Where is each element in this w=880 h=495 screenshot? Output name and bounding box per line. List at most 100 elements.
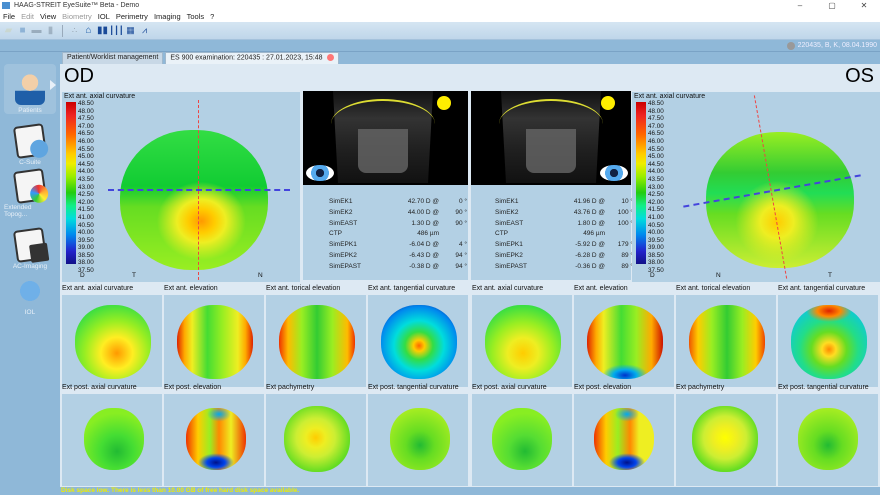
os-main-map-title: Ext ant. axial curvature [634,93,706,100]
od-small-map-post-elevation[interactable]: Ext post. elevation [164,384,264,486]
os-small-map-ant-tangential[interactable]: Ext ant. tangential curvature [778,285,878,387]
menu-help[interactable]: ? [210,12,215,21]
menu-file[interactable]: File [3,12,16,21]
toolbar: ▰ ■ ▬ ▮ ∴ ⌂ ▮▮ ┃┃┃ ▦ ⩘ [0,22,880,40]
delete-icon[interactable]: ▮ [47,25,54,36]
color-scale-labels: 48.50 48.00 47.50 47.00 46.50 46.00 45.50 45.00… [648,100,664,275]
patient-info: 220435, B, K, 08.04.1990 [797,42,877,49]
color-scale [636,102,646,264]
od-small-map-ant-torical-elevation[interactable]: Ext ant. torical elevation [266,285,366,387]
od-axis-horizontal [108,189,290,191]
close-button[interactable]: ✕ [860,1,868,10]
axis-label-right: T [828,272,832,279]
sidebar: Patients C-Suite Extended Topog... AC-Im… [0,52,58,495]
os-small-map-pachymetry[interactable]: Ext pachymetry [676,384,776,486]
os-keratometry-values: SimEK1 41.96 D @10 ° SimEK2 43.76 D @100 °… [495,198,633,270]
od-small-map-post-axial[interactable]: Ext post. axial curvature [62,384,162,486]
os-keratometry-panel: SimEK1 41.96 D @10 ° SimEK2 43.76 D @100 °… [471,185,633,280]
sun-indicator-icon [601,96,615,110]
os-small-map-ant-elevation[interactable]: Ext ant. elevation [574,285,674,387]
sidebar-expand-arrow-icon[interactable] [50,80,56,90]
tab-label: ES 900 examination: 220435 : 27.01.2023,… [170,54,323,62]
close-tab-icon[interactable] [326,54,334,61]
window-title: HAAG-STREIT EyeSuite™ Beta - Demo [14,2,140,9]
od-label: OD [64,65,94,87]
od-small-map-post-tangential[interactable]: Ext post. tangential curvature [368,384,468,486]
sidebar-item-label: Patients [18,107,42,114]
od-keratometry-panel: SimEK1 42.70 D @0 ° SimEK2 44.00 D @90 ° S… [303,185,468,280]
menu-biometry[interactable]: Biometry [62,12,92,21]
sun-indicator-icon [437,96,451,110]
two-column-icon[interactable]: ▮▮ [97,25,109,36]
os-small-map-ant-axial[interactable]: Ext ant. axial curvature [472,285,572,387]
os-main-map-panel: Ext ant. axial curvature 48.50 48.00 47.50… [632,92,880,282]
sidebar-item-extended-topography[interactable]: Extended Topog... [4,168,56,218]
color-scale-labels: 48.50 48.00 47.50 47.00 46.50 46.00 45.50 45.00… [78,100,94,275]
tab-es900-examination[interactable]: ES 900 examination: 220435 : 27.01.2023,… [165,52,339,64]
tab-bar: Patient/Worklist management ES 900 exami… [62,52,339,64]
eye-scan-orientation-icon [306,165,334,181]
od-small-map-ant-tangential[interactable]: Ext ant. tangential curvature [368,285,468,387]
home-icon[interactable]: ⌂ [85,25,92,36]
sidebar-item-c-suite[interactable]: C-Suite [4,116,56,166]
sidebar-item-label: Extended Topog... [4,204,32,218]
od-small-map-ant-axial[interactable]: Ext ant. axial curvature [62,285,162,387]
c-suite-icon [12,123,48,159]
axis-label-left: T [132,272,136,279]
grid-icon[interactable]: ▦ [126,25,135,35]
patient-info-bar: 220435, B, K, 08.04.1990 [0,40,880,52]
minimize-button[interactable]: – [797,1,803,10]
color-scale [66,102,76,264]
menu-perimetry[interactable]: Perimetry [115,12,148,21]
menu-imaging[interactable]: Imaging [153,12,181,21]
menu-view[interactable]: View [40,12,57,21]
od-main-map-panel: Ext ant. axial curvature 48.50 48.00 47.50… [62,92,300,282]
axis-label-right: N [258,272,263,279]
od-small-map-ant-elevation[interactable]: Ext ant. elevation [164,285,264,387]
status-message: Disk space low. There is less than 10.00… [60,487,880,495]
tab-label: Patient/Worklist management [67,54,159,61]
scale-unit-label: D [80,272,85,279]
os-small-map-post-axial[interactable]: Ext post. axial curvature [472,384,572,486]
scale-unit-label: D [650,272,655,279]
toolbar-divider [62,24,63,37]
sidebar-item-iol[interactable]: IOL [4,266,56,316]
menu-edit[interactable]: Edit [21,12,35,21]
od-main-map-title: Ext ant. axial curvature [64,93,136,100]
os-oct-image[interactable] [471,91,631,185]
save-icon[interactable]: ■ [19,25,26,36]
os-small-map-ant-torical-elevation[interactable]: Ext ant. torical elevation [676,285,776,387]
od-small-map-pachymetry[interactable]: Ext pachymetry [266,384,366,486]
title-bar: HAAG-STREIT EyeSuite™ Beta - Demo – ▢ ✕ [0,0,880,11]
three-column-icon[interactable]: ┃┃┃ [109,26,124,35]
maximize-button[interactable]: ▢ [828,1,836,10]
tab-patient-worklist[interactable]: Patient/Worklist management [62,52,164,64]
od-axial-curvature-map[interactable] [120,130,268,270]
app-icon [2,2,10,9]
sidebar-item-label: IOL [24,309,36,316]
sidebar-item-label: C-Suite [19,159,41,166]
topography-icon [12,168,48,204]
menu-bar: File Edit View Biometry IOL Perimetry Im… [0,11,880,22]
sidebar-item-patients[interactable]: Patients [4,64,56,114]
os-label: OS [845,65,874,87]
iol-icon [15,275,45,307]
os-axial-curvature-map[interactable] [706,132,854,268]
chart-icon[interactable]: ⩘ [141,25,148,35]
ac-imaging-icon [12,227,48,263]
axis-label-left: N [716,272,721,279]
patient-icon [15,73,45,105]
sidebar-item-ac-imaging[interactable]: AC-Imaging [4,220,56,270]
eye-scan-orientation-icon [600,165,628,181]
menu-tools[interactable]: Tools [186,12,205,21]
network-icon[interactable]: ∴ [71,26,78,35]
od-oct-image[interactable] [303,91,468,185]
sidebar-item-label: AC-Imaging [12,263,48,270]
print-icon[interactable]: ▬ [31,25,42,36]
open-icon[interactable]: ▰ [4,25,13,36]
od-keratometry-values: SimEK1 42.70 D @0 ° SimEK2 44.00 D @90 ° S… [329,198,467,270]
patient-status-icon [786,41,795,50]
os-small-map-post-elevation[interactable]: Ext post. elevation [574,384,674,486]
menu-iol[interactable]: IOL [97,12,110,21]
os-small-map-post-tangential[interactable]: Ext post. tangential curvature [778,384,878,486]
